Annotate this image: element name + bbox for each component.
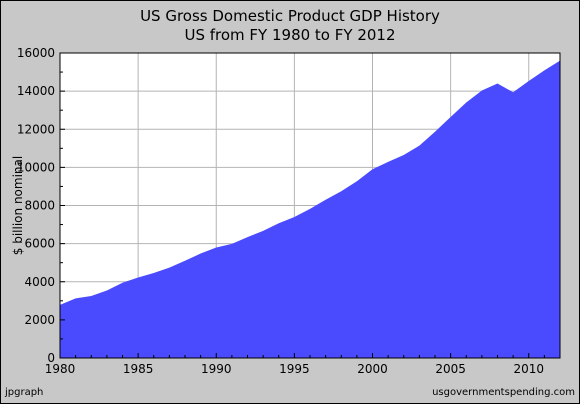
y-tick-label: 8000 [24,199,55,213]
x-tick-label: 2000 [357,362,388,376]
y-axis-label: $ billion nominal [11,156,25,255]
x-tick-label: 1985 [123,362,154,376]
y-tick-label: 6000 [24,237,55,251]
chart-title: US Gross Domestic Product GDP History [140,7,440,25]
y-tick-label: 0 [47,351,55,365]
y-tick-label: 16000 [17,46,55,60]
chart-subtitle: US from FY 1980 to FY 2012 [184,26,396,44]
y-tick-label: 14000 [17,84,55,98]
y-tick-label: 4000 [24,275,55,289]
x-tick-label: 1980 [45,362,76,376]
y-tick-label: 10000 [17,160,55,174]
x-tick-label: 1990 [201,362,232,376]
x-tick-label: 2010 [513,362,544,376]
y-tick-label: 2000 [24,313,55,327]
y-tick-label: 12000 [17,122,55,136]
x-tick-label: 1995 [279,362,310,376]
gdp-area-series [60,60,560,358]
x-tick-label: 2005 [435,362,466,376]
footer-credit-right: usgovernmentspending.com [432,387,575,398]
footer-credit-left: jpgraph [5,387,44,398]
